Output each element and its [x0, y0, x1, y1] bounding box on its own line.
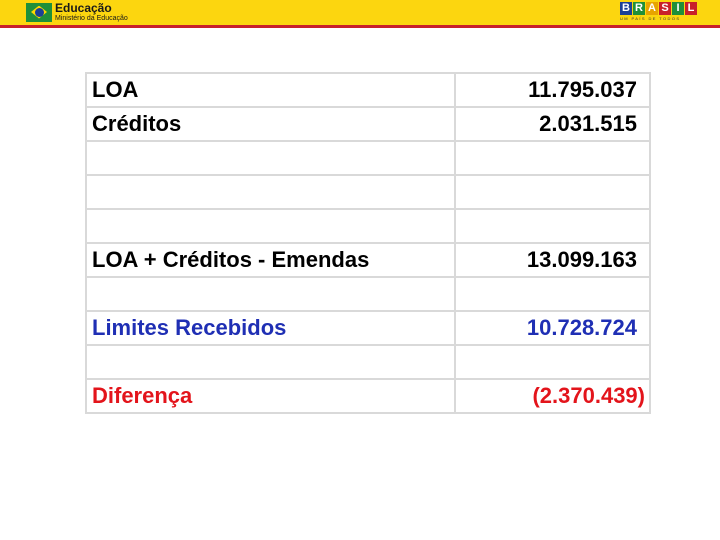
table-row: Limites Recebidos 10.728.724 — [85, 310, 651, 346]
row-label — [85, 276, 456, 312]
row-label — [85, 140, 456, 176]
table-row — [85, 276, 651, 312]
logo-subtitle: Ministério da Educação — [55, 15, 128, 22]
logo-title: Educação — [55, 1, 112, 15]
row-value — [454, 208, 651, 244]
brasil-letter: I — [672, 2, 684, 15]
table-row — [85, 344, 651, 380]
table-row: Diferença (2.370.439) — [85, 378, 651, 414]
budget-table: LOA 11.795.037 Créditos 2.031.515 LOA + Créd… — [85, 72, 651, 414]
row-label — [85, 344, 456, 380]
row-label: LOA + Créditos - Emendas — [85, 242, 456, 278]
row-value: (2.370.439) — [454, 378, 651, 414]
table-row: LOA + Créditos - Emendas 13.099.163 — [85, 242, 651, 278]
table-row: LOA 11.795.037 — [85, 72, 651, 108]
row-value — [454, 276, 651, 312]
row-value — [454, 344, 651, 380]
brasil-tagline: UM PAÍS DE TODOS — [620, 16, 681, 21]
brasil-wordmark: B R A S I L — [620, 2, 698, 15]
brasil-letter: B — [620, 2, 632, 15]
brasil-letter: R — [633, 2, 645, 15]
header-divider — [0, 25, 720, 28]
table-row — [85, 140, 651, 176]
ministry-logo: Educação Ministério da Educação — [26, 2, 128, 22]
row-value: 2.031.515 — [454, 106, 651, 142]
table-row: Créditos 2.031.515 — [85, 106, 651, 142]
row-label — [85, 208, 456, 244]
table-row — [85, 174, 651, 210]
brasil-letter: L — [685, 2, 697, 15]
brasil-letter: A — [646, 2, 658, 15]
row-value: 11.795.037 — [454, 72, 651, 108]
brasil-logo: B R A S I L UM PAÍS DE TODOS — [620, 2, 697, 22]
row-label: Créditos — [85, 106, 456, 142]
row-label — [85, 174, 456, 210]
row-value: 13.099.163 — [454, 242, 651, 278]
row-value — [454, 140, 651, 176]
brazil-flag-icon — [26, 2, 52, 22]
row-label: Diferença — [85, 378, 456, 414]
row-label: LOA — [85, 72, 456, 108]
brasil-letter: S — [659, 2, 671, 15]
row-value: 10.728.724 — [454, 310, 651, 346]
row-label: Limites Recebidos — [85, 310, 456, 346]
row-value — [454, 174, 651, 210]
header-bar: Educação Ministério da Educação B R A S … — [0, 0, 720, 25]
table-row — [85, 208, 651, 244]
